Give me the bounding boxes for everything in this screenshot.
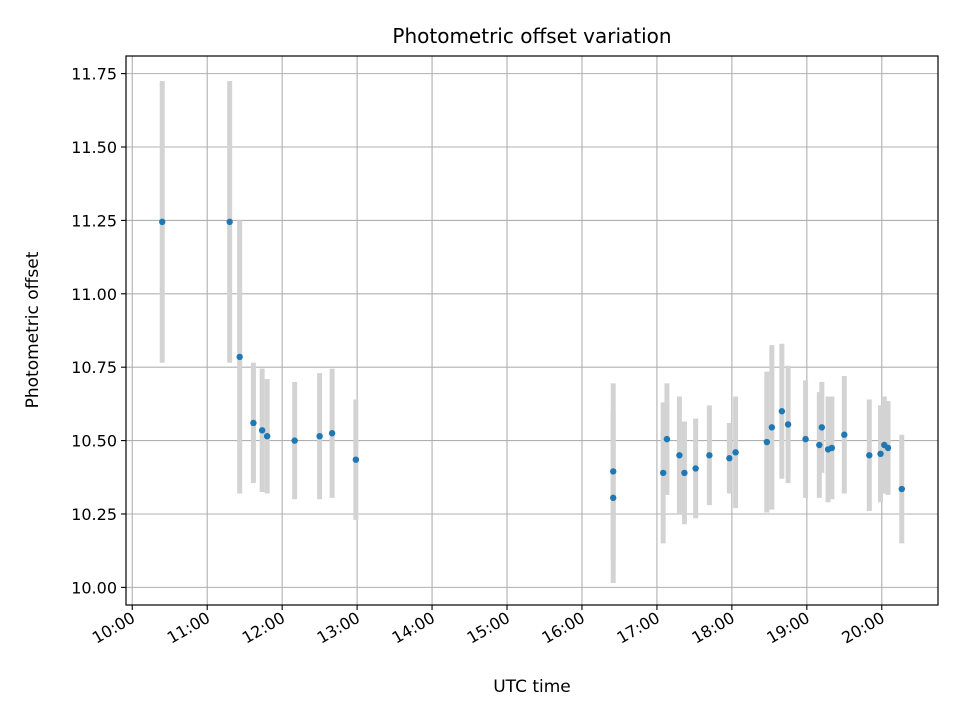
- data-point: [884, 444, 892, 452]
- data-point: [732, 449, 739, 456]
- data-point: [841, 431, 848, 438]
- grid: [126, 56, 938, 605]
- plot-frame: [125, 55, 939, 606]
- chart-title: Photometric offset variation: [392, 24, 671, 48]
- y-tick-label: 10.50: [71, 432, 117, 451]
- data-point: [263, 432, 271, 440]
- data-point: [159, 218, 166, 226]
- data-point: [877, 450, 884, 458]
- data-point: [236, 353, 243, 361]
- data-point: [681, 469, 688, 477]
- y-tick-label: 11.00: [71, 285, 117, 304]
- data-point: [663, 435, 671, 443]
- y-tick-label: 10.75: [71, 358, 117, 377]
- y-tick-label: 11.75: [71, 65, 117, 84]
- data-point: [610, 468, 617, 475]
- data-point: [726, 455, 733, 462]
- data-point: [258, 427, 266, 434]
- y-axis-title: Photometric offset: [23, 251, 43, 408]
- data-point: [316, 432, 323, 440]
- data-point: [352, 456, 360, 463]
- data-point: [816, 441, 823, 449]
- data-point: [818, 424, 826, 431]
- data-point: [291, 437, 298, 444]
- data-point: [768, 424, 776, 431]
- data-point: [610, 494, 617, 502]
- y-tick-label: 11.25: [71, 211, 117, 230]
- data-point: [226, 218, 233, 226]
- data-point: [828, 444, 836, 452]
- data-points: [159, 218, 905, 502]
- data-point: [866, 452, 873, 459]
- x-axis-title: UTC time: [493, 677, 571, 697]
- data-point: [659, 469, 667, 477]
- data-point: [784, 421, 792, 428]
- y-tick-label: 10.00: [71, 578, 117, 597]
- data-point: [898, 485, 905, 493]
- data-point: [676, 452, 683, 459]
- y-tick-label: 11.50: [71, 138, 117, 157]
- data-point: [692, 465, 699, 472]
- data-point: [778, 408, 786, 415]
- data-point: [802, 435, 809, 443]
- data-point: [328, 430, 336, 437]
- data-point: [706, 452, 713, 459]
- y-tick-label: 10.25: [71, 505, 117, 524]
- data-point: [763, 438, 771, 446]
- data-point: [250, 419, 257, 427]
